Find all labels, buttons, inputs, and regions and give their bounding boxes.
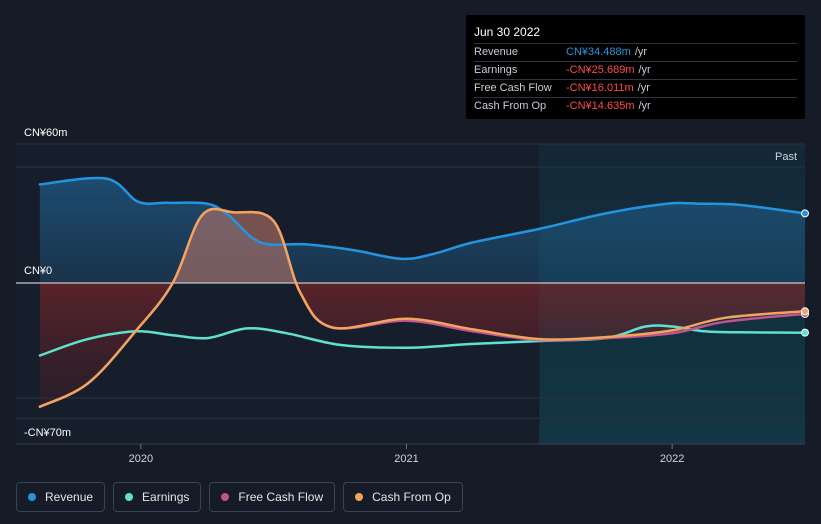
y-label-zero: CN¥0	[24, 265, 52, 277]
x-tick-label: 2020	[129, 453, 153, 465]
legend-dot	[28, 493, 36, 501]
legend-label: Revenue	[45, 490, 94, 504]
tooltip-unit: /yr	[638, 64, 651, 76]
tooltip-row-free-cash-flow: Free Cash Flow -CN¥16.011m /yr	[474, 79, 797, 97]
tooltip-value: -CN¥16.011m	[566, 82, 634, 94]
x-tick-label: 2021	[394, 453, 418, 465]
revenue-line	[38, 176, 807, 261]
x-axis-ticks: 2020 2021 2022	[129, 444, 684, 465]
tooltip-label: Cash From Op	[474, 100, 547, 112]
tooltip-date: Jun 30 2022	[474, 25, 541, 39]
legend-item-free-cash-flow[interactable]: Free Cash Flow	[209, 482, 336, 512]
tooltip-value: -CN¥14.635m	[566, 100, 635, 112]
chart-legend: Revenue Earnings Free Cash Flow Cash Fro…	[16, 482, 463, 512]
legend-item-earnings[interactable]: Earnings	[113, 482, 202, 512]
legend-label: Cash From Op	[372, 490, 451, 504]
chart-lines	[38, 176, 807, 408]
tooltip-row-cash-from-op: Cash From Op -CN¥14.635m /yr	[474, 97, 797, 115]
tooltip-unit: /yr	[638, 100, 651, 112]
y-label-top: CN¥60m	[24, 127, 67, 139]
legend-item-cash-from-op[interactable]: Cash From Op	[343, 482, 463, 512]
cash-from-op-end-marker	[801, 307, 809, 316]
chart-grid	[16, 143, 805, 445]
cash-from-op-line	[38, 207, 807, 408]
legend-item-revenue[interactable]: Revenue	[16, 482, 106, 512]
tooltip-unit: /yr	[637, 82, 650, 94]
past-label: Past	[775, 151, 797, 163]
legend-dot	[355, 493, 364, 501]
legend-label: Free Cash Flow	[238, 490, 324, 504]
negative-cash-area	[39, 283, 805, 407]
tooltip-label: Revenue	[474, 46, 519, 58]
chart-end-markers	[801, 209, 809, 337]
legend-dot	[221, 493, 230, 501]
chart-fills	[39, 177, 805, 407]
tooltip-value: -CN¥25.689m	[566, 64, 635, 76]
tooltip-value: CN¥34.488m	[566, 46, 631, 58]
tooltip-unit: /yr	[634, 46, 648, 58]
y-label-bottom: -CN¥70m	[24, 427, 71, 439]
legend-dot	[125, 493, 134, 501]
legend-label: Earnings	[142, 490, 190, 504]
earnings-end-marker	[801, 328, 809, 337]
chart-axes: CN¥60m CN¥0 -CN¥70m Past	[24, 127, 797, 439]
positive-cash-area	[39, 209, 805, 283]
tooltip-row-earnings: Earnings -CN¥25.689m /yr	[474, 61, 797, 79]
tooltip-label: Free Cash Flow	[474, 82, 552, 94]
tooltip-panel: Jun 30 2022 Revenue CN¥34.488m /yr Earni…	[466, 15, 805, 119]
revenue-end-marker	[801, 209, 809, 218]
x-tick-label: 2022	[660, 453, 684, 465]
tooltip-label: Earnings	[474, 64, 518, 76]
tooltip-row-revenue: Revenue CN¥34.488m /yr	[474, 43, 797, 61]
